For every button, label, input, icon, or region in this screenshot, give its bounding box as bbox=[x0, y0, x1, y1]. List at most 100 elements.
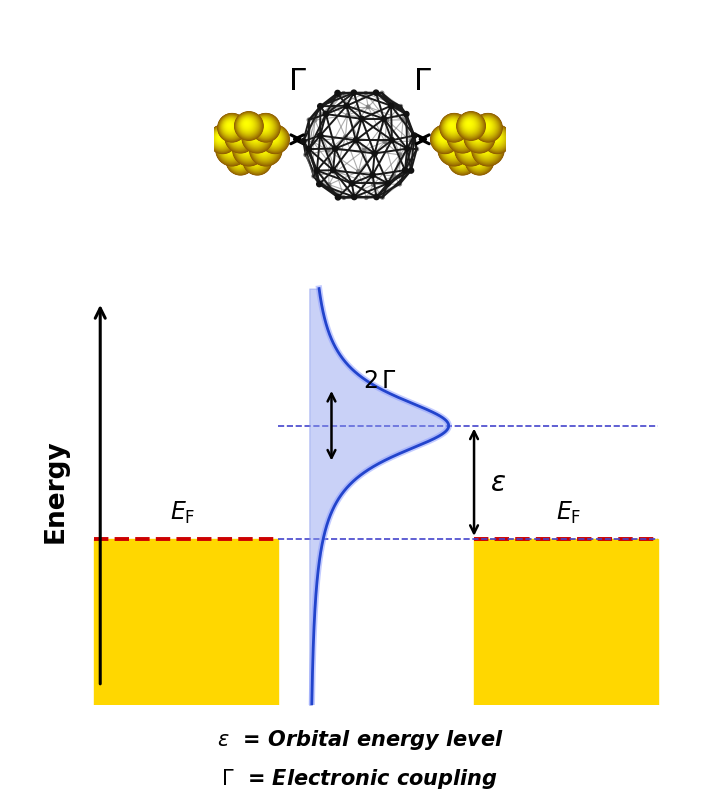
Circle shape bbox=[433, 129, 455, 150]
Circle shape bbox=[466, 122, 473, 128]
Circle shape bbox=[451, 127, 472, 148]
Circle shape bbox=[246, 147, 247, 148]
Circle shape bbox=[238, 116, 258, 136]
Circle shape bbox=[441, 137, 467, 164]
Circle shape bbox=[250, 154, 262, 166]
Circle shape bbox=[490, 133, 502, 144]
Circle shape bbox=[254, 158, 256, 160]
Text: Energy: Energy bbox=[43, 439, 69, 543]
Circle shape bbox=[374, 195, 379, 200]
Circle shape bbox=[258, 121, 271, 134]
Circle shape bbox=[221, 139, 240, 159]
Circle shape bbox=[259, 144, 268, 152]
Circle shape bbox=[480, 143, 492, 155]
Circle shape bbox=[460, 139, 480, 160]
Circle shape bbox=[479, 141, 495, 157]
Circle shape bbox=[265, 130, 284, 148]
Circle shape bbox=[364, 196, 368, 200]
Circle shape bbox=[465, 124, 493, 152]
Circle shape bbox=[434, 130, 454, 149]
Circle shape bbox=[258, 144, 269, 154]
Circle shape bbox=[444, 118, 462, 137]
Circle shape bbox=[451, 147, 453, 149]
Circle shape bbox=[470, 152, 487, 169]
Circle shape bbox=[441, 136, 444, 139]
Circle shape bbox=[439, 135, 469, 165]
Circle shape bbox=[232, 152, 247, 168]
Circle shape bbox=[458, 134, 462, 139]
Circle shape bbox=[472, 135, 503, 166]
Circle shape bbox=[248, 130, 264, 144]
Circle shape bbox=[458, 114, 484, 139]
Circle shape bbox=[247, 128, 266, 147]
Circle shape bbox=[456, 132, 464, 140]
Circle shape bbox=[243, 123, 272, 153]
Circle shape bbox=[433, 129, 455, 150]
Circle shape bbox=[466, 148, 492, 175]
Circle shape bbox=[233, 154, 245, 165]
Circle shape bbox=[408, 169, 413, 174]
Circle shape bbox=[228, 124, 233, 129]
Circle shape bbox=[455, 153, 468, 167]
Circle shape bbox=[227, 124, 254, 152]
Circle shape bbox=[447, 123, 478, 153]
Circle shape bbox=[228, 147, 230, 149]
Circle shape bbox=[251, 155, 261, 165]
Circle shape bbox=[442, 138, 465, 161]
Circle shape bbox=[252, 115, 279, 142]
Circle shape bbox=[245, 147, 247, 149]
Circle shape bbox=[235, 114, 262, 139]
Circle shape bbox=[480, 121, 493, 134]
Circle shape bbox=[217, 135, 246, 165]
Circle shape bbox=[410, 140, 413, 144]
Circle shape bbox=[270, 135, 276, 141]
Circle shape bbox=[248, 152, 265, 169]
Circle shape bbox=[232, 153, 246, 167]
Circle shape bbox=[217, 136, 246, 164]
Circle shape bbox=[236, 157, 241, 162]
Circle shape bbox=[462, 118, 477, 133]
Circle shape bbox=[477, 139, 497, 159]
Circle shape bbox=[464, 144, 474, 153]
Circle shape bbox=[441, 116, 466, 140]
Circle shape bbox=[228, 147, 230, 149]
Circle shape bbox=[454, 130, 469, 144]
Circle shape bbox=[479, 141, 494, 157]
Circle shape bbox=[467, 122, 472, 127]
Circle shape bbox=[474, 132, 482, 140]
Circle shape bbox=[269, 134, 277, 143]
Circle shape bbox=[474, 137, 501, 164]
Circle shape bbox=[482, 122, 491, 131]
Circle shape bbox=[449, 145, 454, 151]
Circle shape bbox=[243, 145, 250, 151]
Circle shape bbox=[493, 136, 497, 139]
Circle shape bbox=[246, 124, 247, 125]
Circle shape bbox=[455, 154, 467, 166]
Circle shape bbox=[457, 113, 485, 140]
Circle shape bbox=[244, 148, 270, 174]
Circle shape bbox=[444, 140, 462, 158]
Circle shape bbox=[219, 138, 243, 162]
Circle shape bbox=[229, 126, 230, 127]
Circle shape bbox=[224, 143, 237, 155]
Circle shape bbox=[474, 136, 502, 165]
Circle shape bbox=[478, 140, 495, 158]
Circle shape bbox=[487, 131, 505, 148]
Circle shape bbox=[233, 154, 246, 166]
Circle shape bbox=[468, 127, 489, 148]
Circle shape bbox=[246, 127, 268, 149]
Circle shape bbox=[484, 124, 488, 128]
Circle shape bbox=[483, 145, 488, 151]
Circle shape bbox=[450, 124, 454, 128]
Circle shape bbox=[451, 127, 474, 149]
Circle shape bbox=[492, 135, 498, 140]
Circle shape bbox=[449, 148, 477, 175]
Circle shape bbox=[489, 132, 503, 146]
Circle shape bbox=[239, 117, 257, 135]
Circle shape bbox=[451, 127, 472, 148]
Circle shape bbox=[385, 119, 389, 122]
Circle shape bbox=[222, 119, 240, 136]
Circle shape bbox=[459, 135, 461, 137]
Circle shape bbox=[481, 144, 491, 153]
Circle shape bbox=[241, 119, 254, 132]
